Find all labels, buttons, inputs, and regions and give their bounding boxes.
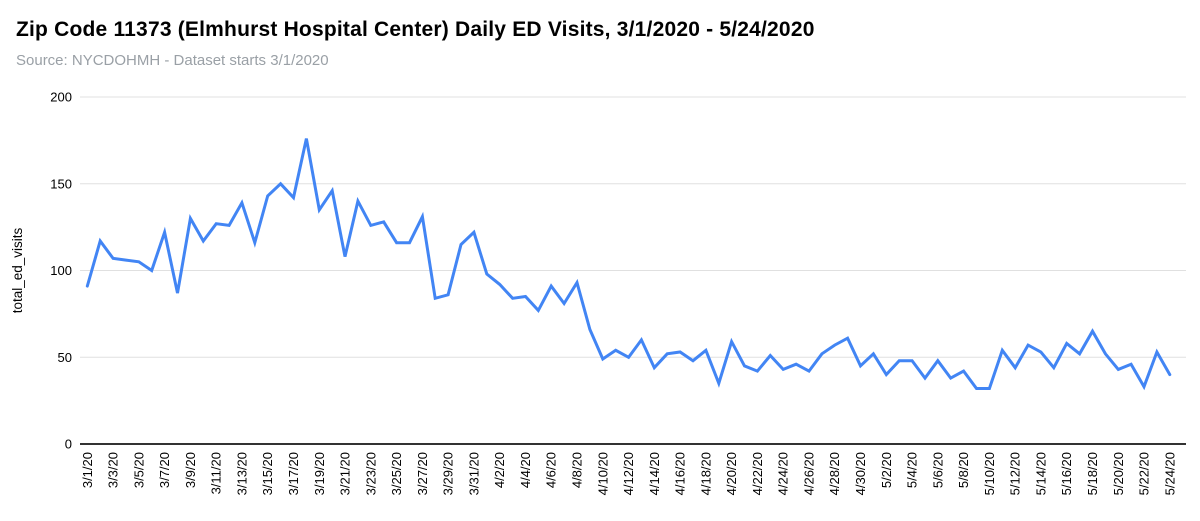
x-tick-label: 3/31/20 [466, 452, 481, 495]
x-tick-label: 3/3/20 [106, 452, 121, 488]
x-tick-label: 3/25/20 [389, 452, 404, 495]
x-tick-label: 4/10/20 [595, 452, 610, 495]
chart-subtitle: Source: NYCDOHMH - Dataset starts 3/1/20… [16, 52, 329, 69]
x-tick-label: 4/26/20 [801, 452, 816, 495]
x-tick-label: 3/21/20 [338, 452, 353, 495]
x-tick-label: 5/8/20 [956, 452, 971, 488]
x-tick-label: 3/1/20 [80, 452, 95, 488]
x-tick-label: 5/16/20 [1059, 452, 1074, 495]
x-tick-label: 4/12/20 [621, 452, 636, 495]
x-tick-label: 5/18/20 [1085, 452, 1100, 495]
x-tick-label: 3/17/20 [286, 452, 301, 495]
x-tick-label: 4/6/20 [544, 452, 559, 488]
x-tick-label: 3/15/20 [260, 452, 275, 495]
x-tick-label: 5/24/20 [1162, 452, 1177, 495]
x-tick-label: 5/20/20 [1111, 452, 1126, 495]
y-tick-label: 0 [65, 437, 72, 452]
x-tick-label: 5/6/20 [930, 452, 945, 488]
x-tick-label: 4/20/20 [724, 452, 739, 495]
x-tick-label: 5/10/20 [982, 452, 997, 495]
x-tick-label: 4/24/20 [776, 452, 791, 495]
x-tick-label: 5/22/20 [1137, 452, 1152, 495]
x-tick-label: 3/5/20 [131, 452, 146, 488]
y-tick-label: 100 [50, 263, 72, 278]
y-tick-label: 50 [58, 350, 72, 365]
x-tick-label: 4/18/20 [698, 452, 713, 495]
x-tick-label: 4/8/20 [570, 452, 585, 488]
x-tick-label: 3/23/20 [363, 452, 378, 495]
data-series [85, 138, 1172, 391]
y-tick-label: 200 [50, 90, 72, 105]
x-tick-label: 5/14/20 [1033, 452, 1048, 495]
x-tick-label: 4/14/20 [647, 452, 662, 495]
chart-title: Zip Code 11373 (Elmhurst Hospital Center… [16, 18, 815, 41]
gridlines [80, 96, 1186, 358]
x-tick-label: 4/2/20 [492, 452, 507, 488]
x-tick-label: 5/2/20 [879, 452, 894, 488]
x-tick-label: 3/27/20 [415, 452, 430, 495]
x-tick-label: 3/29/20 [441, 452, 456, 495]
y-tick-label: 150 [50, 176, 72, 191]
x-tick-label: 4/4/20 [518, 452, 533, 488]
x-tick-label: 5/4/20 [905, 452, 920, 488]
x-tick-label: 4/28/20 [827, 452, 842, 495]
x-tick-label: 4/30/20 [853, 452, 868, 495]
x-tick-label: 3/7/20 [157, 452, 172, 488]
x-tick-label: 4/22/20 [750, 452, 765, 495]
x-tick-label: 3/9/20 [183, 452, 198, 488]
x-tick-label: 4/16/20 [673, 452, 688, 495]
y-axis-title: total_ed_visits [10, 227, 25, 313]
axis-labels: 0 50 100 150 200 3/1/20 3/3/20 3/5/20 3/7/20 3/9/… [10, 90, 1177, 496]
x-tick-label: 3/13/20 [234, 452, 249, 495]
ed-visits-line [85, 138, 1172, 391]
x-tick-label: 3/11/20 [209, 452, 224, 494]
x-tick-label: 3/19/20 [312, 452, 327, 495]
x-tick-label: 5/12/20 [1008, 452, 1023, 495]
